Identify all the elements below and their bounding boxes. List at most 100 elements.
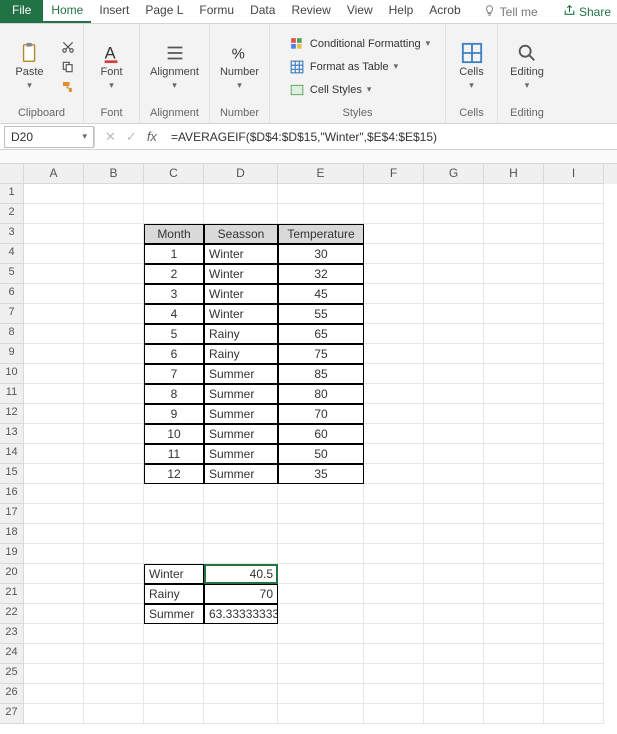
cell[interactable]: 75 [278,344,364,364]
cell[interactable] [544,364,604,384]
cell[interactable] [364,264,424,284]
cell[interactable] [484,344,544,364]
cell[interactable] [544,204,604,224]
cell[interactable] [544,224,604,244]
cell[interactable]: 10 [144,424,204,444]
cell[interactable] [84,544,144,564]
tab-formulas[interactable]: Formu [191,0,242,23]
cell[interactable] [544,184,604,204]
cell[interactable]: Rainy [144,584,204,604]
cell[interactable] [278,484,364,504]
cell[interactable] [484,284,544,304]
cell[interactable] [544,524,604,544]
cell[interactable] [24,604,84,624]
row-header[interactable]: 3 [0,224,24,244]
row-header[interactable]: 25 [0,664,24,684]
cell[interactable] [424,544,484,564]
cell[interactable] [484,204,544,224]
cell[interactable] [364,564,424,584]
row-header[interactable]: 15 [0,464,24,484]
cell[interactable] [24,664,84,684]
tab-data[interactable]: Data [242,0,283,23]
cell[interactable] [424,184,484,204]
row-header[interactable]: 22 [0,604,24,624]
row-header[interactable]: 26 [0,684,24,704]
cell[interactable] [24,384,84,404]
cell[interactable]: 40.5 [204,564,278,584]
cell[interactable]: Winter [204,284,278,304]
cell[interactable]: 32 [278,264,364,284]
row-header[interactable]: 9 [0,344,24,364]
cell[interactable] [84,344,144,364]
cell[interactable] [364,504,424,524]
cell[interactable] [544,504,604,524]
cell[interactable] [84,584,144,604]
row-header[interactable]: 24 [0,644,24,664]
format-as-table-button[interactable]: Format as Table▾ [289,57,430,77]
row-header[interactable]: 19 [0,544,24,564]
cell[interactable] [424,604,484,624]
cell[interactable] [144,524,204,544]
row-header[interactable]: 11 [0,384,24,404]
row-header[interactable]: 13 [0,424,24,444]
cell[interactable] [484,244,544,264]
tab-home[interactable]: Home [43,0,91,23]
cell[interactable]: Temperature [278,224,364,244]
cell[interactable] [24,184,84,204]
cell[interactable]: Seasson [204,224,278,244]
cell[interactable]: 1 [144,244,204,264]
cell[interactable] [424,244,484,264]
cell-styles-button[interactable]: Cell Styles▾ [289,80,430,100]
cell[interactable] [204,504,278,524]
cell[interactable] [84,284,144,304]
cell[interactable] [24,204,84,224]
cell[interactable] [424,304,484,324]
cut-button[interactable] [59,39,77,55]
cell[interactable] [424,624,484,644]
cell[interactable] [204,484,278,504]
cell[interactable] [544,584,604,604]
cell[interactable] [424,644,484,664]
cell[interactable] [364,604,424,624]
cell[interactable]: 4 [144,304,204,324]
cell[interactable] [544,384,604,404]
cell[interactable] [24,564,84,584]
cell[interactable] [484,484,544,504]
copy-button[interactable] [59,59,77,75]
cell[interactable] [424,584,484,604]
cell[interactable] [84,704,144,724]
cell[interactable] [24,324,84,344]
cell[interactable] [484,224,544,244]
cancel-icon[interactable]: ✕ [105,129,116,145]
cell[interactable] [84,264,144,284]
select-all-corner[interactable] [0,164,24,184]
cell[interactable] [84,204,144,224]
cell[interactable] [544,644,604,664]
cell[interactable] [278,684,364,704]
cell[interactable] [364,324,424,344]
cell[interactable]: Rainy [204,344,278,364]
cell[interactable] [484,304,544,324]
cell[interactable] [364,364,424,384]
cell[interactable] [484,564,544,584]
number-button[interactable]: % Number ▾ [217,42,263,91]
tab-acrobat[interactable]: Acrob [421,0,468,23]
cell[interactable]: 85 [278,364,364,384]
cell[interactable]: Month [144,224,204,244]
cell[interactable] [364,624,424,644]
cell[interactable] [424,524,484,544]
cell[interactable] [364,444,424,464]
cell[interactable] [544,624,604,644]
cell[interactable] [364,344,424,364]
cell[interactable] [144,184,204,204]
cell[interactable] [144,644,204,664]
col-header-C[interactable]: C [144,164,204,184]
cell[interactable] [204,624,278,644]
cell[interactable] [364,584,424,604]
cell[interactable] [24,364,84,384]
cell[interactable] [144,204,204,224]
cell[interactable] [84,424,144,444]
cell[interactable] [84,464,144,484]
cell[interactable] [24,284,84,304]
cell[interactable] [24,644,84,664]
